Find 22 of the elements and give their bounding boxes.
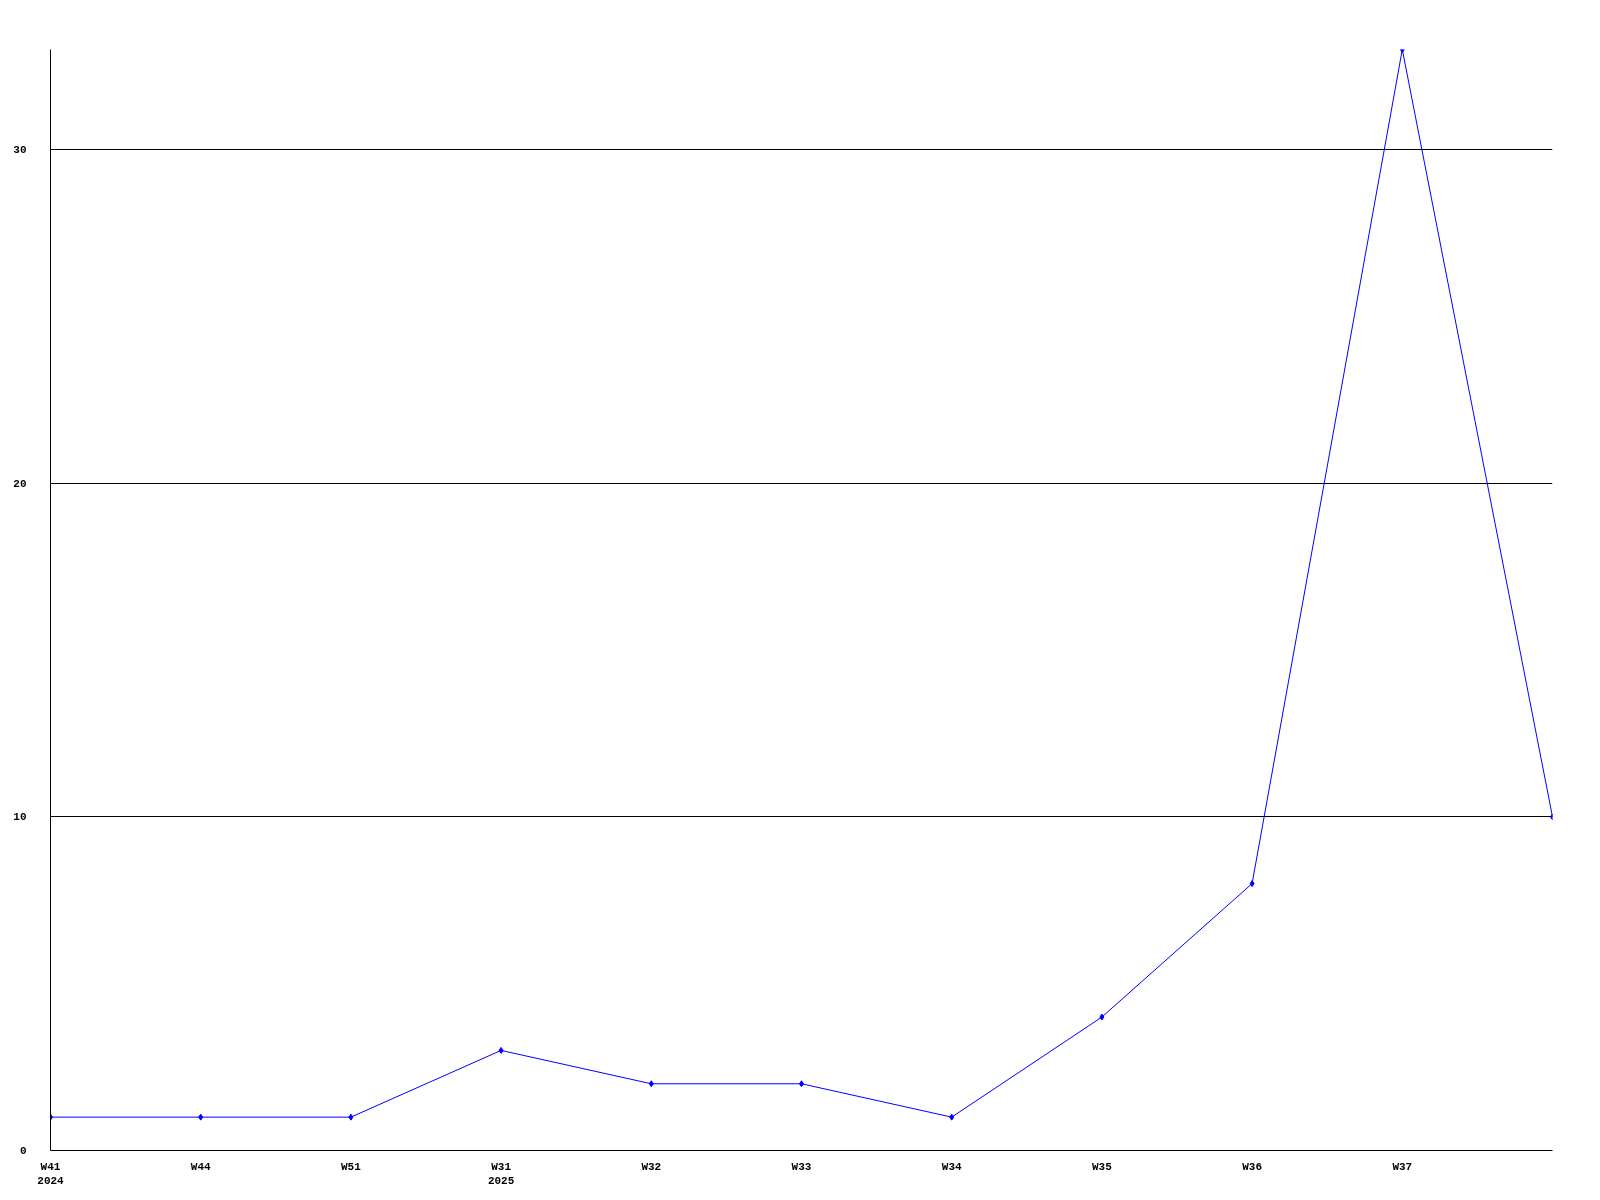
x-tick-label: W37 [1392, 1160, 1413, 1173]
y-tick-label: 20 [13, 477, 27, 490]
x-tick-label: W32 [641, 1160, 662, 1173]
point [348, 1113, 354, 1121]
point [949, 1113, 955, 1121]
x-tick-label: W33 [791, 1160, 812, 1173]
x-tick-label: W31 2025 [487, 1160, 515, 1187]
x-tick-label: W36 [1242, 1160, 1263, 1173]
y-tick-label: 10 [13, 811, 27, 824]
point [1249, 880, 1255, 888]
point [648, 1080, 654, 1088]
point [198, 1113, 204, 1121]
x-tick-label: W41 2024 [37, 1160, 65, 1187]
y-tick-label: 0 [19, 1145, 27, 1157]
y-tick-label: 30 [13, 144, 27, 157]
point [498, 1046, 504, 1054]
point [1099, 1013, 1105, 1021]
x-tick-label: W51 [341, 1160, 362, 1173]
x-tick-label: W44 [190, 1160, 211, 1173]
x-tick-label: W35 [1092, 1160, 1113, 1173]
line-series [50, 49, 1553, 1121]
x-tick-label: W34 [941, 1160, 962, 1173]
